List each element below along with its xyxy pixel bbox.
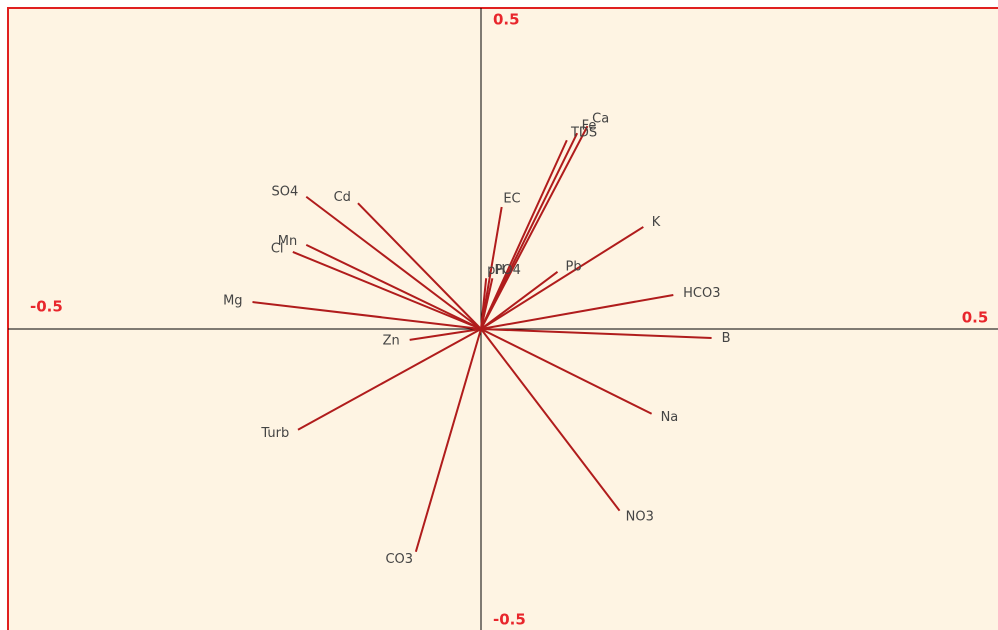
variable-label: EC	[503, 192, 520, 207]
loading-vector	[480, 226, 644, 330]
loading-vector	[480, 139, 568, 330]
loading-vector	[480, 278, 488, 330]
variable-label: PO4	[495, 263, 521, 278]
variable-label: Mn	[278, 234, 297, 249]
variable-label: Pb	[566, 260, 582, 275]
variable-label: Mg	[223, 294, 242, 309]
variable-label: Fe	[582, 119, 597, 134]
variable-label: Na	[661, 410, 679, 425]
loading-vector	[480, 328, 653, 415]
variable-label: Cd	[334, 190, 351, 205]
loading-vector	[414, 328, 482, 553]
loading-vector	[480, 132, 579, 330]
y-tick-label: -0.5	[493, 611, 526, 629]
variable-label: Cl	[271, 241, 284, 256]
loading-vector	[480, 328, 621, 512]
loading-vector	[480, 328, 712, 339]
loading-vector	[480, 271, 559, 330]
loading-vector	[409, 328, 482, 341]
loading-vector	[305, 243, 482, 330]
loading-vector	[305, 195, 482, 330]
variable-label: CO3	[385, 552, 413, 567]
loading-vector	[292, 251, 482, 330]
loading-vector	[252, 301, 482, 330]
x-tick-label: 0.5	[962, 309, 989, 327]
loading-vector	[480, 278, 494, 330]
loading-vector	[480, 293, 674, 330]
variable-label: NO3	[626, 510, 654, 525]
variable-label: TDS	[570, 125, 597, 140]
y-tick-label: 0.5	[493, 11, 520, 29]
loading-vector	[297, 328, 482, 431]
variable-label: pH	[487, 263, 505, 278]
plot-frame	[7, 7, 998, 630]
variable-label: B	[722, 331, 731, 346]
variable-label: Zn	[383, 334, 400, 349]
variable-label: K	[652, 215, 661, 230]
loading-vector	[480, 206, 503, 330]
variable-label: HCO3	[683, 286, 720, 301]
variable-label: Ca	[592, 112, 609, 127]
variable-label: SO4	[272, 184, 299, 199]
variable-label: Turb	[260, 426, 289, 441]
loading-vector	[480, 125, 589, 330]
loading-vector	[357, 202, 482, 330]
x-tick-label: -0.5	[30, 298, 63, 316]
